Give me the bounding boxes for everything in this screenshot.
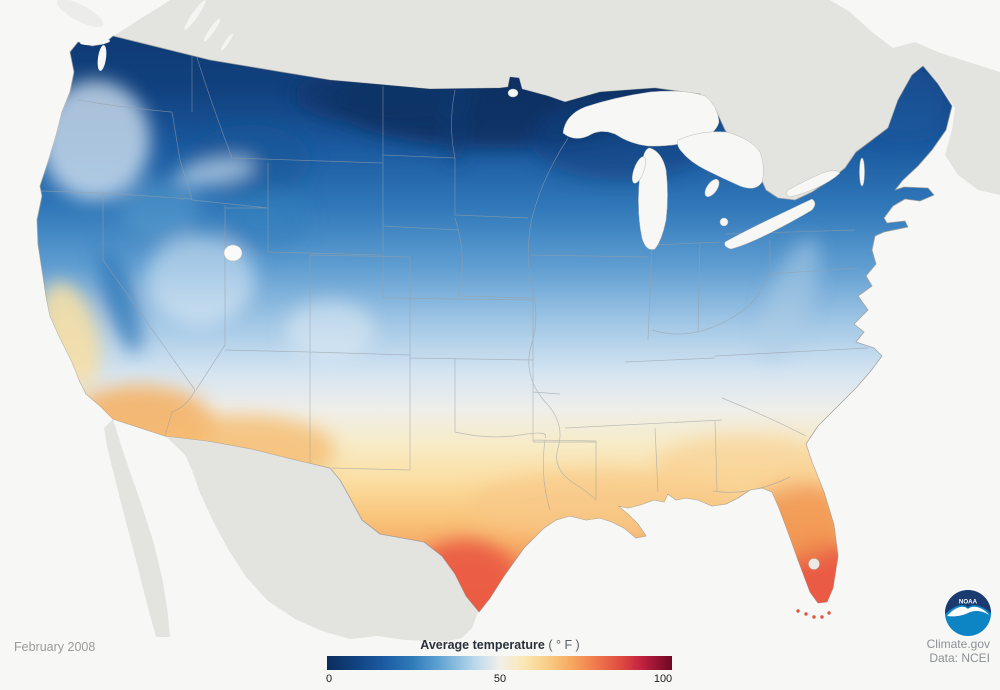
lake-michigan (638, 147, 668, 250)
state-borders (39, 41, 869, 511)
lake-champlain (859, 157, 865, 187)
lake-of-the-woods (507, 88, 519, 98)
great-salt-lake (223, 244, 243, 262)
credits: Climate.gov Data: NCEI (927, 637, 990, 665)
noaa-gull-icon (947, 606, 989, 617)
colorbar (327, 656, 672, 670)
lake-st-clair (719, 217, 729, 227)
lake-huron (677, 131, 764, 189)
lake-okeechobee (808, 558, 820, 570)
legend-title: Average temperature ( ° F ) (330, 638, 670, 652)
noaa-logo: NOAA (945, 590, 991, 636)
florida-keys (796, 609, 831, 619)
lake-ontario (786, 170, 841, 198)
green-bay (632, 156, 646, 184)
baja-california (104, 419, 170, 637)
colorbar-tick-50: 50 (493, 673, 507, 685)
saginaw-bay (704, 179, 720, 197)
lake-erie (724, 198, 816, 250)
vancouver-island (56, 0, 104, 28)
credit-site: Climate.gov (926, 637, 990, 651)
colorbar-tick-100: 100 (653, 673, 673, 685)
strait-of-juan-de-fuca (80, 38, 110, 46)
mexico-landmass (104, 419, 478, 641)
legend-unit: ( ° F ) (548, 638, 580, 652)
date-label: February 2008 (14, 640, 96, 654)
legend-title-text: Average temperature (420, 638, 545, 652)
puget-sound (97, 45, 107, 71)
lake-superior (562, 90, 720, 147)
credit-data: Data: NCEI (929, 651, 990, 665)
noaa-logo-text: NOAA (959, 599, 978, 606)
great-lakes (80, 38, 865, 570)
canada-landmass (56, 0, 1000, 200)
colorbar-tick-0: 0 (325, 673, 333, 685)
